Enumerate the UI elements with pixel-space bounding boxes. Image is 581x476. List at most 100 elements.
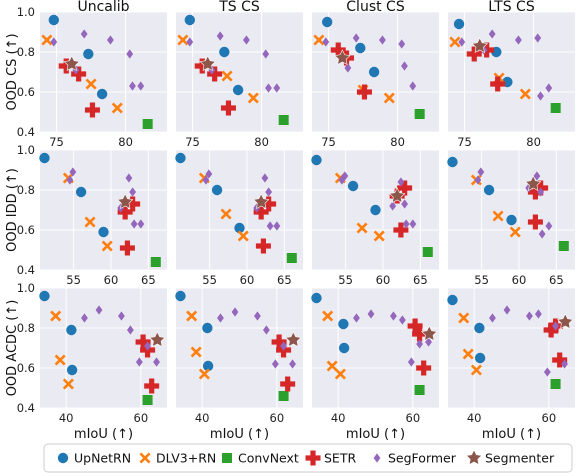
x-tick-label: 60 [512, 273, 527, 287]
point-dlv3-rn [383, 92, 395, 104]
point-segformer [205, 169, 213, 179]
point-segformer [265, 83, 272, 93]
y-tick-label: 0.8 [17, 45, 35, 59]
points-layer [175, 290, 302, 401]
panel-background [448, 150, 575, 270]
x-tick-label: 40 [331, 411, 346, 425]
column-title: TS CS [218, 0, 260, 15]
column-title: Uncalib [77, 0, 129, 15]
x-tick-label: 75 [185, 135, 200, 149]
point-upnetrn [338, 318, 349, 330]
point-setr [194, 58, 210, 74]
point-segformer [401, 61, 408, 71]
point-convnext [150, 257, 161, 267]
point-dlv3-rn [177, 34, 189, 46]
point-setr [356, 84, 372, 100]
point-segmenter [334, 49, 351, 66]
point-segformer [407, 357, 415, 367]
point-segformer [81, 313, 88, 323]
point-upnetrn [474, 352, 486, 364]
x-tick-label: 75 [321, 135, 336, 149]
point-segformer [409, 219, 417, 229]
point-dlv3-rn [356, 222, 368, 234]
y-tick-label: 0.8 [17, 183, 35, 197]
point-setr [330, 42, 346, 58]
point-dlv3-rn [458, 312, 470, 324]
x-axis-label: mIoU (↑) [482, 427, 541, 442]
panel-r0-c2: 75 80 Clust CS [312, 0, 439, 149]
point-upnetrn [96, 88, 108, 100]
x-tick-label: 55 [66, 273, 81, 287]
legend-label: UpNetRN [74, 451, 131, 466]
x-tick-label: 60 [406, 411, 421, 425]
point-dlv3-rn [313, 34, 325, 46]
point-segformer [69, 167, 77, 177]
point-setr [393, 222, 409, 238]
point-segmenter [199, 55, 217, 72]
points-layer [39, 290, 166, 405]
point-segformer [477, 167, 485, 177]
point-setr [220, 100, 236, 116]
point-segformer [243, 35, 250, 45]
legend-marker-convnext [222, 453, 232, 463]
legend-label: ConvNext [238, 451, 299, 466]
point-upnetrn [474, 322, 485, 334]
point-segformer [537, 91, 544, 101]
point-dlv3-rn [462, 348, 474, 360]
point-upnetrn [39, 152, 50, 164]
point-upnetrn [66, 324, 77, 336]
point-segformer [129, 187, 137, 197]
x-tick-label: 75 [49, 135, 64, 149]
point-upnetrn [447, 294, 458, 306]
point-setr [280, 376, 296, 392]
point-setr [135, 334, 151, 350]
point-segformer [322, 37, 330, 47]
point-upnetrn [202, 360, 214, 372]
x-tick-label: 65 [413, 273, 428, 287]
legend-label: SETR [324, 451, 356, 466]
panel-r1-c1: 55 60 65 [175, 149, 303, 287]
point-convnext [422, 247, 433, 257]
point-segmenter [252, 193, 270, 210]
y-tick-label: 0.8 [17, 321, 35, 335]
points-layer [447, 294, 574, 389]
legend: UpNetRN DLV3+RN ConvNext SETR SegFormer Segme… [43, 443, 573, 473]
point-upnetrn [175, 290, 186, 302]
point-setr [552, 352, 568, 368]
point-upnetrn [338, 342, 350, 354]
y-tick-label: 0.6 [17, 223, 35, 237]
point-segmenter [557, 313, 574, 330]
legend-marker-segformer [373, 453, 381, 463]
y-tick-label: 1.0 [17, 5, 35, 19]
point-segformer [95, 305, 103, 315]
point-setr [543, 322, 559, 338]
point-segmenter [421, 325, 438, 342]
point-dlv3-rn [373, 230, 385, 242]
point-upnetrn [184, 14, 196, 26]
point-dlv3-rn [322, 310, 334, 322]
point-segformer [533, 171, 541, 181]
x-tick-label: 55 [202, 273, 217, 287]
panel-background [448, 288, 575, 408]
x-tick-label: 80 [526, 135, 541, 149]
point-setr [397, 180, 413, 196]
point-setr [125, 196, 141, 212]
point-upnetrn [48, 14, 60, 26]
x-tick-label: 60 [134, 411, 149, 425]
point-convnext [278, 115, 289, 125]
x-tick-label: 80 [118, 135, 133, 149]
point-segformer [262, 49, 270, 59]
point-segformer [273, 83, 281, 93]
point-upnetrn [321, 16, 333, 28]
point-segformer [389, 201, 397, 211]
points-layer [39, 152, 161, 267]
y-tick-label: 0.4 [17, 263, 35, 277]
point-setr [412, 326, 428, 342]
panel-background [176, 150, 303, 270]
legend-marker-setr [305, 450, 321, 466]
